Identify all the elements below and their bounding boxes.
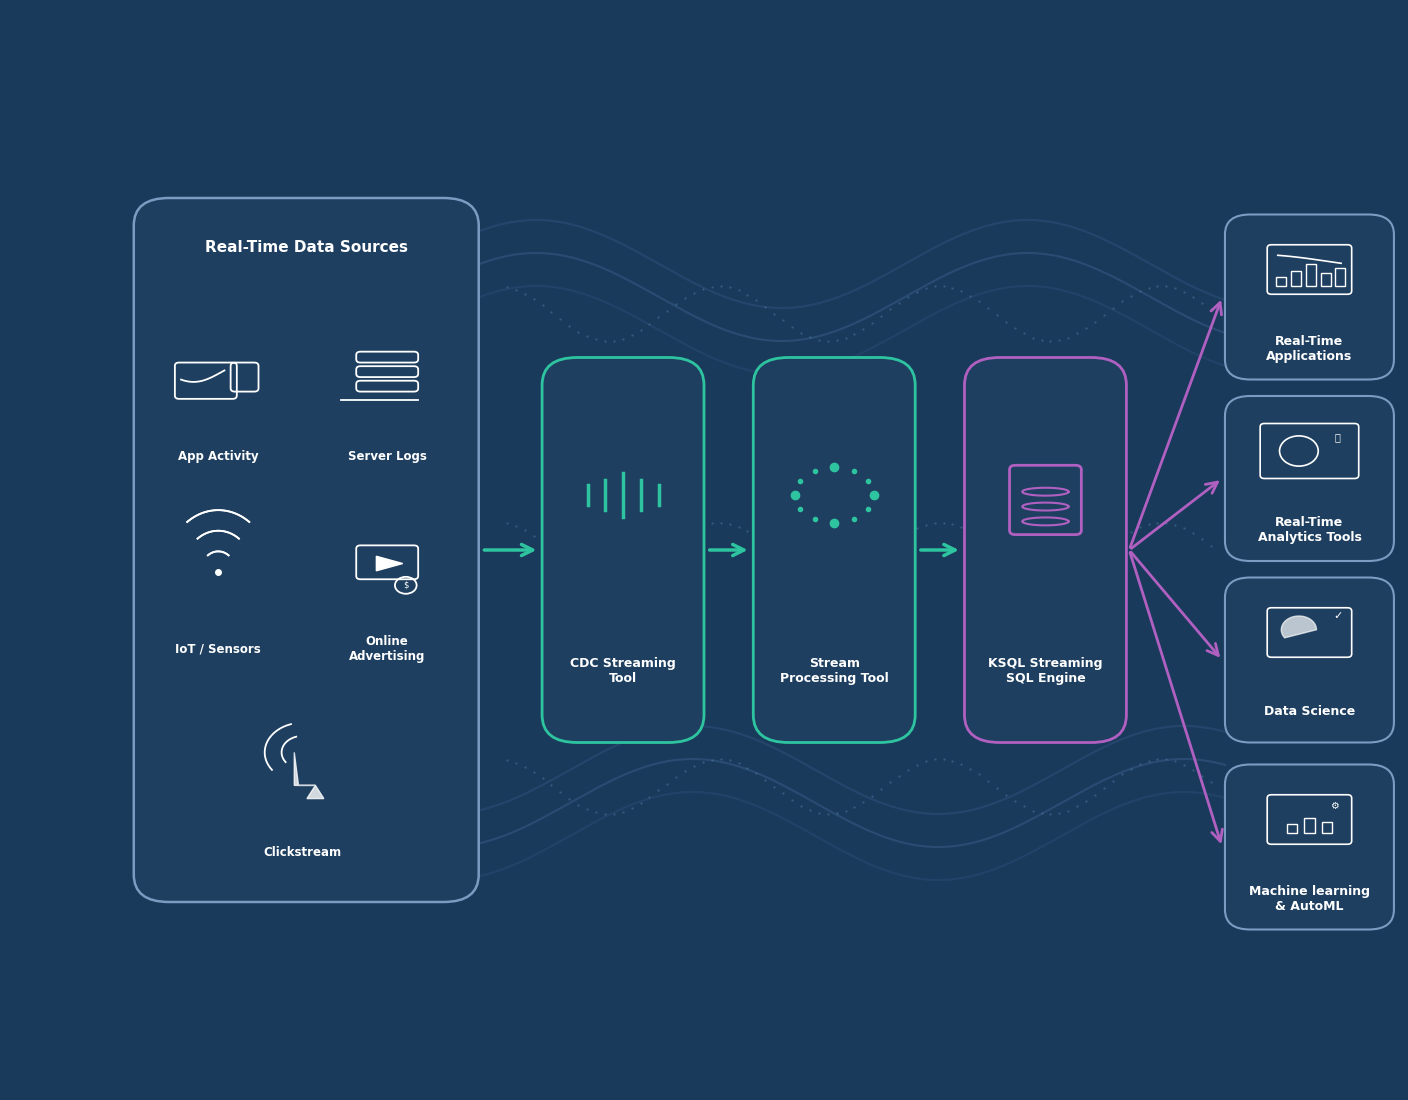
FancyBboxPatch shape (1225, 214, 1394, 380)
Text: Machine learning
& AutoML: Machine learning & AutoML (1249, 884, 1370, 913)
Polygon shape (376, 557, 403, 571)
Polygon shape (1281, 616, 1316, 638)
Text: CDC Streaming
Tool: CDC Streaming Tool (570, 657, 676, 685)
FancyBboxPatch shape (1225, 764, 1394, 930)
Bar (1322, 822, 1332, 834)
Text: App Activity: App Activity (177, 450, 259, 463)
Text: ⚙: ⚙ (1329, 801, 1339, 811)
Bar (1335, 268, 1345, 286)
Text: 🔔: 🔔 (1335, 432, 1340, 442)
Text: IoT / Sensors: IoT / Sensors (176, 642, 260, 656)
Bar (1304, 818, 1315, 834)
Text: Real-Time
Analytics Tools: Real-Time Analytics Tools (1257, 516, 1362, 544)
FancyBboxPatch shape (1225, 578, 1394, 742)
FancyBboxPatch shape (753, 358, 915, 742)
Text: Data Science: Data Science (1264, 705, 1354, 718)
Bar (1287, 824, 1297, 834)
Text: Stream
Processing Tool: Stream Processing Tool (780, 657, 888, 685)
Text: KSQL Streaming
SQL Engine: KSQL Streaming SQL Engine (988, 657, 1102, 685)
FancyBboxPatch shape (1225, 396, 1394, 561)
FancyBboxPatch shape (964, 358, 1126, 742)
Bar (1321, 273, 1331, 286)
Bar (1276, 277, 1287, 286)
Polygon shape (294, 752, 324, 799)
Text: Real-Time
Applications: Real-Time Applications (1266, 334, 1353, 363)
Text: $: $ (403, 581, 408, 590)
Bar (1307, 264, 1316, 286)
Text: Real-Time Data Sources: Real-Time Data Sources (204, 240, 408, 255)
Text: ✓: ✓ (1333, 610, 1342, 621)
Text: Online
Advertising: Online Advertising (349, 635, 425, 663)
FancyBboxPatch shape (134, 198, 479, 902)
FancyBboxPatch shape (542, 358, 704, 742)
Bar (1291, 271, 1301, 286)
Text: Server Logs: Server Logs (348, 450, 427, 463)
Text: Clickstream: Clickstream (263, 846, 342, 859)
